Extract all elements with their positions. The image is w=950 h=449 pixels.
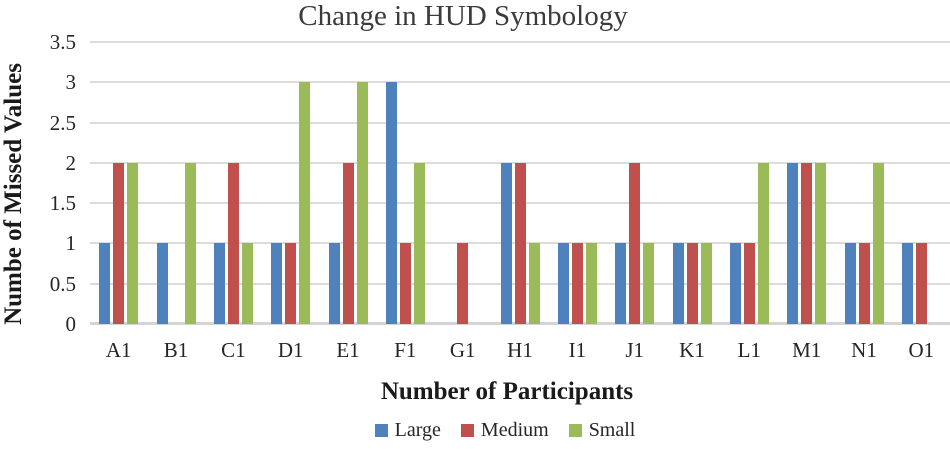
x-tick-label-k1: K1 <box>679 338 705 362</box>
bar-large-h1 <box>500 162 512 324</box>
bar-medium-o1 <box>915 243 927 324</box>
x-tick-label-a1: A1 <box>105 338 132 362</box>
bar-large-k1 <box>672 243 684 324</box>
bar-large-i1 <box>557 243 569 324</box>
y-tick-label: 1 <box>65 231 77 256</box>
chart-title: Change in HUD Symbology <box>298 0 628 32</box>
bar-medium-j1 <box>629 162 641 324</box>
gridline <box>90 161 950 164</box>
legend-swatch-medium <box>460 423 474 437</box>
x-tick-label-b1: B1 <box>163 338 189 362</box>
y-tick-label: 3.5 <box>49 30 76 54</box>
bar-medium-i1 <box>571 243 583 324</box>
bar-large-a1 <box>99 243 111 324</box>
x-tick-label-h1: H1 <box>507 338 533 362</box>
bar-medium-c1 <box>227 162 239 324</box>
legend-label: Large <box>394 419 441 441</box>
x-tick-label-d1: D1 <box>277 338 304 362</box>
bar-medium-d1 <box>285 243 297 324</box>
y-tick-label: 2 <box>65 150 77 175</box>
y-tick-label: 1.5 <box>49 191 76 216</box>
bar-large-e1 <box>328 243 340 324</box>
legend-swatch-large <box>374 423 388 437</box>
y-tick-label: 0 <box>65 312 77 336</box>
y-tick-label: 2.5 <box>49 110 76 135</box>
x-axis-title: Number of Participants <box>380 378 634 405</box>
bar-medium-l1 <box>743 243 755 324</box>
legend-label: Medium <box>480 419 549 441</box>
x-tick-label-m1: M1 <box>792 338 822 362</box>
bar-medium-e1 <box>342 162 354 324</box>
gridline <box>90 121 950 124</box>
x-tick-label-g1: G1 <box>449 338 476 362</box>
bar-small-m1 <box>815 162 827 324</box>
bar-medium-k1 <box>686 243 698 324</box>
x-tick-label-f1: F1 <box>394 338 417 362</box>
y-axis-ticks: 0 0.5 1 1.5 2 2.5 3 3.5 <box>0 30 77 336</box>
bar-small-a1 <box>127 162 139 324</box>
bar-medium-f1 <box>399 243 411 324</box>
bar-large-m1 <box>787 162 799 324</box>
bar-large-d1 <box>271 243 283 324</box>
y-tick-label: 3 <box>65 70 77 95</box>
bar-large-f1 <box>385 82 397 324</box>
x-tick-label-l1: L1 <box>737 338 761 362</box>
bar-large-n1 <box>844 243 856 324</box>
bar-medium-g1 <box>457 243 469 324</box>
bar-large-c1 <box>213 243 225 324</box>
bar-small-n1 <box>872 162 884 324</box>
legend-swatch-small <box>568 423 582 437</box>
gridline <box>90 81 950 84</box>
bar-small-b1 <box>184 162 196 324</box>
x-tick-label-c1: C1 <box>221 338 246 362</box>
bar-small-j1 <box>643 243 655 324</box>
bar-large-b1 <box>156 243 168 324</box>
bar-small-e1 <box>356 82 368 324</box>
bar-medium-n1 <box>858 243 870 324</box>
bar-medium-m1 <box>801 162 813 324</box>
legend-item-large: Large <box>374 419 441 441</box>
legend-item-medium: Medium <box>460 419 549 441</box>
bar-large-l1 <box>729 243 741 324</box>
bar-small-k1 <box>700 243 712 324</box>
bar-small-i1 <box>585 243 597 324</box>
x-tick-label-e1: E1 <box>336 338 360 362</box>
y-tick-label: 0.5 <box>49 271 76 296</box>
gridline <box>90 41 950 43</box>
x-tick-label-j1: J1 <box>625 338 644 362</box>
x-tick-label-i1: I1 <box>568 338 587 362</box>
legend-item-small: Small <box>568 419 636 441</box>
legend: Large Medium Small <box>60 417 950 443</box>
bar-small-c1 <box>241 243 253 324</box>
bar-medium-h1 <box>514 162 526 324</box>
x-tick-label-n1: N1 <box>851 338 877 362</box>
bar-large-o1 <box>901 243 913 324</box>
x-tick-label-o1: O1 <box>908 338 935 362</box>
bar-small-l1 <box>757 162 769 324</box>
bar-medium-a1 <box>113 162 125 324</box>
legend-label: Small <box>588 419 636 441</box>
x-axis-ticks: A1 B1 C1 D1 E1 F1 G1 H1 I1 J1 K1 L1 M1 N1 O1 <box>90 338 950 364</box>
bar-large-j1 <box>615 243 627 324</box>
plot-area <box>90 41 950 325</box>
bar-small-f1 <box>413 162 425 324</box>
bar-small-d1 <box>299 82 311 324</box>
bar-small-h1 <box>528 243 540 324</box>
